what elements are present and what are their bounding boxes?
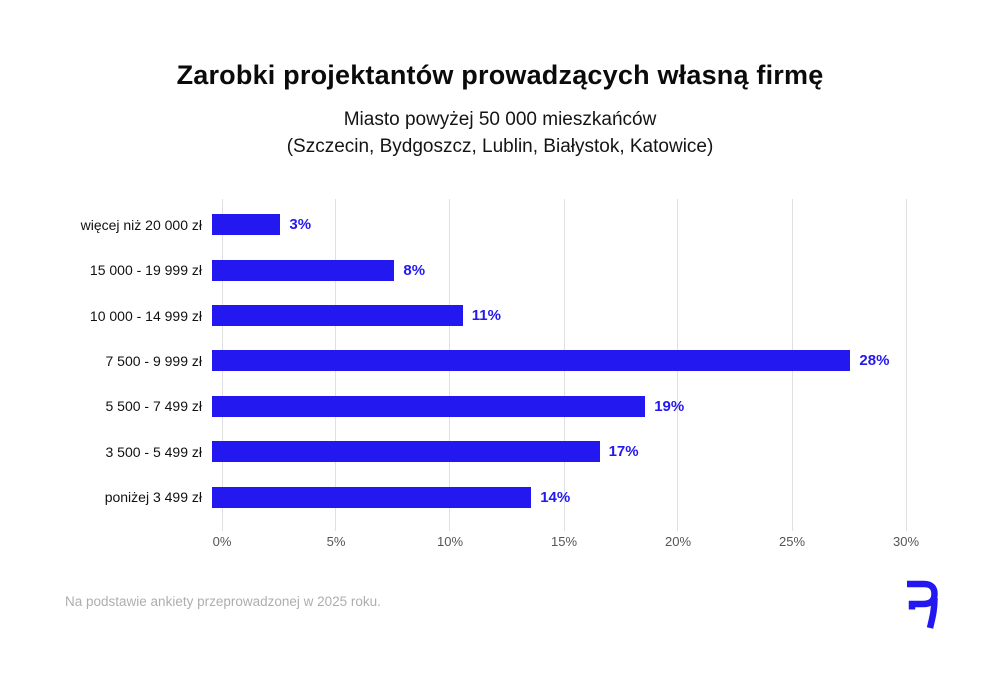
bar xyxy=(212,441,600,463)
bar-track: 28% xyxy=(212,338,896,383)
bar xyxy=(212,305,463,327)
category-label: 7 500 - 9 999 zł xyxy=(105,352,202,369)
x-tick-label: 5% xyxy=(326,534,346,549)
gridline xyxy=(905,199,907,531)
x-axis: 0% 5% 10% 15% 20% 25% 30% xyxy=(213,534,919,552)
subtitle-line-1: Miasto powyżej 50 000 mieszkańców xyxy=(343,109,657,130)
bar-track: 14% xyxy=(212,475,896,520)
bar-value-label: 19% xyxy=(654,397,685,415)
bar-chart: więcej niż 20 000 zł 3% 15 000 - 19 999 zł… xyxy=(0,199,1000,531)
bar xyxy=(212,259,395,281)
bar-row: 5 500 - 7 499 zł 19% xyxy=(0,384,1000,429)
bar-row: 7 500 - 9 999 zł 28% xyxy=(0,338,1000,383)
bar xyxy=(212,214,281,236)
bar-value-label: 14% xyxy=(540,488,571,506)
x-tick-label: 20% xyxy=(664,534,692,549)
category-label: poniżej 3 499 zł xyxy=(104,489,202,506)
page-title: Zarobki projektantów prowadzących własną… xyxy=(176,60,824,90)
bar-value-label: 8% xyxy=(403,261,426,279)
bar-row: 3 500 - 5 499 zł 17% xyxy=(0,429,1000,474)
bar-value-label: 17% xyxy=(608,443,639,461)
x-tick-label: 10% xyxy=(436,534,464,549)
bar-row: poniżej 3 499 zł 14% xyxy=(0,475,1000,520)
bar-value-label: 3% xyxy=(289,216,312,234)
bar xyxy=(212,395,646,417)
r-logo-icon xyxy=(907,580,938,629)
x-tick-label: 25% xyxy=(778,534,806,549)
category-label: więcej niż 20 000 zł xyxy=(80,216,202,233)
bar-value-label: 11% xyxy=(471,307,501,325)
subtitle-line-2: (Szczecin, Bydgoszcz, Lublin, Białystok,… xyxy=(286,136,714,157)
category-label: 5 500 - 7 499 zł xyxy=(105,398,202,415)
bar-row: 10 000 - 14 999 zł 11% xyxy=(0,293,1000,338)
bar-row: więcej niż 20 000 zł 3% xyxy=(0,202,1000,247)
page-subtitle: Miasto powyżej 50 000 mieszkańców (Szcze… xyxy=(0,106,1000,160)
bar xyxy=(212,350,851,372)
category-label: 3 500 - 5 499 zł xyxy=(105,443,202,460)
bar-track: 8% xyxy=(212,247,896,292)
x-tick-label: 15% xyxy=(550,534,578,549)
x-tick-label: 30% xyxy=(892,534,920,549)
bar-track: 3% xyxy=(212,202,896,247)
category-label: 10 000 - 14 999 zł xyxy=(89,307,202,324)
bar-rows: więcej niż 20 000 zł 3% 15 000 - 19 999 zł… xyxy=(0,202,1000,520)
bar-row: 15 000 - 19 999 zł 8% xyxy=(0,247,1000,292)
category-label: 15 000 - 19 999 zł xyxy=(89,262,202,279)
bar-track: 19% xyxy=(212,384,896,429)
bar-value-label: 28% xyxy=(859,352,890,370)
bar xyxy=(212,486,532,508)
footer-note: Na podstawie ankiety przeprowadzonej w 2… xyxy=(65,594,381,609)
x-tick-label: 0% xyxy=(212,534,232,549)
bar-track: 11% xyxy=(212,293,896,338)
bar-track: 17% xyxy=(212,429,896,474)
